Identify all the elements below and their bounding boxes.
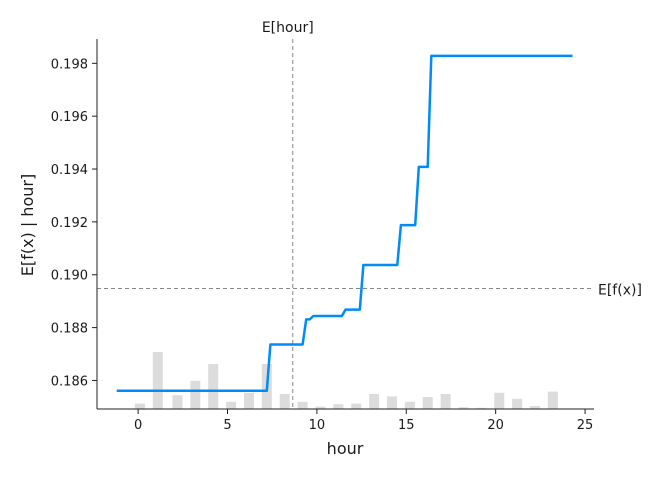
- histogram-bar: [530, 406, 541, 409]
- x-tick-label: 0: [134, 418, 142, 433]
- histogram-bar: [243, 392, 254, 409]
- histogram-layer: [134, 352, 558, 409]
- histogram-bar: [476, 407, 487, 409]
- series-layer: [116, 54, 573, 393]
- labels: hour E[f(x) | hour] E[hour] E[f(x)]: [18, 20, 642, 458]
- histogram-bar: [208, 364, 219, 409]
- histogram-bar: [422, 397, 433, 409]
- x-tick-label: 5: [223, 418, 231, 433]
- dependence-line: [116, 54, 573, 393]
- axes: 0 5 10 15 20 25 0.186 0.188 0.190 0.192 0.194 0.196…: [51, 39, 594, 433]
- histogram-bar: [512, 398, 523, 409]
- histogram-bar: [386, 396, 397, 409]
- x-axis-label: hour: [327, 439, 364, 458]
- histogram-bar: [494, 392, 505, 409]
- histogram-bar: [315, 406, 326, 409]
- histogram-bar: [226, 401, 237, 409]
- histogram-bar: [134, 403, 145, 409]
- histogram-bar: [547, 391, 558, 409]
- y-tick-label: 0.188: [51, 322, 88, 337]
- histogram-bar: [333, 404, 344, 409]
- histogram-bar: [440, 394, 451, 409]
- histogram-bar: [152, 352, 163, 409]
- y-tick-label: 0.190: [51, 269, 88, 284]
- histogram-bar: [351, 403, 362, 409]
- histogram-bar: [172, 395, 183, 409]
- expected-feature-label: E[hour]: [262, 20, 314, 36]
- y-tick-label: 0.192: [51, 216, 88, 231]
- y-axis-label: E[f(x) | hour]: [18, 174, 37, 276]
- y-tick-label: 0.196: [51, 110, 88, 125]
- histogram-bar: [404, 401, 415, 409]
- y-tick-label: 0.198: [51, 57, 88, 72]
- x-tick-label: 20: [487, 418, 504, 433]
- histogram-bar: [297, 401, 308, 409]
- y-tick-label: 0.186: [51, 374, 88, 389]
- reference-lines: [97, 39, 594, 409]
- y-tick-label: 0.194: [51, 163, 88, 178]
- histogram-bar: [279, 394, 290, 409]
- histogram-bar: [458, 407, 469, 409]
- histogram-bar: [369, 394, 380, 409]
- x-tick-label: 25: [577, 418, 594, 433]
- x-tick-label: 15: [398, 418, 415, 433]
- x-tick-label: 10: [309, 418, 326, 433]
- expected-output-label: E[f(x)]: [598, 282, 642, 298]
- histogram-bar: [190, 380, 201, 409]
